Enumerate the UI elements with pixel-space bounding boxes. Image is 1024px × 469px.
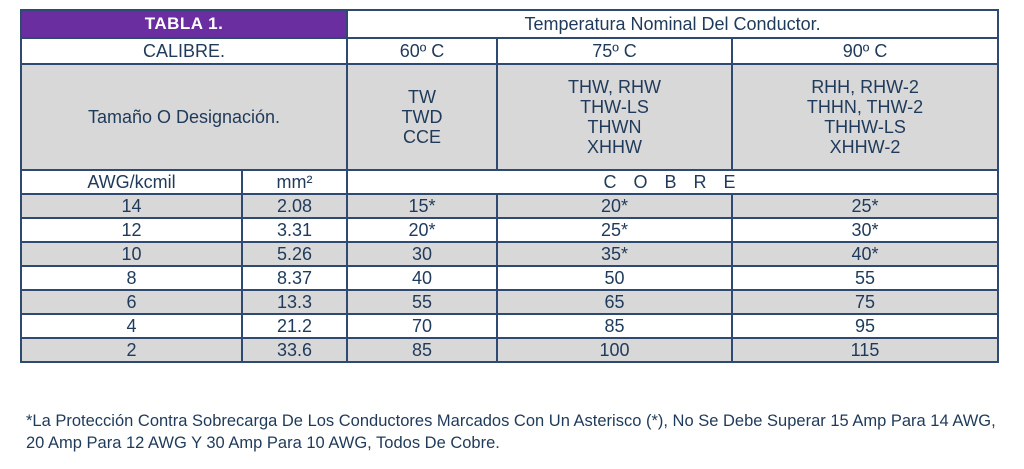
amp-75-cell: 25* [496, 217, 734, 243]
table-row: 12 3.31 20* 25* 30* [20, 217, 1000, 243]
temp-60-header: 60º C [346, 37, 499, 65]
type-name: TWD [401, 107, 443, 127]
awg-cell: 6 [20, 289, 243, 315]
ampacity-table: TABLA 1. Temperatura Nominal Del Conduct… [19, 9, 1000, 363]
types-75-cell: THW, RHW THW-LS THWN XHHW [496, 63, 734, 171]
amp-60-cell: 30 [346, 241, 499, 267]
amp-60-cell: 85 [346, 337, 499, 363]
mm2-cell: 3.31 [240, 217, 349, 243]
awg-cell: 14 [20, 193, 243, 219]
mm2-cell: 8.37 [240, 265, 349, 291]
type-name: TW [408, 87, 436, 107]
table-row: 2 33.6 85 100 115 [20, 337, 1000, 363]
amp-60-cell: 40 [346, 265, 499, 291]
type-name: RHH, RHW-2 [811, 77, 919, 97]
mm2-cell: 5.26 [240, 241, 349, 267]
table-row: 10 5.26 30 35* 40* [20, 241, 1000, 267]
type-name: XHHW-2 [829, 137, 901, 157]
amp-75-cell: 100 [496, 337, 734, 363]
type-name: XHHW [587, 137, 643, 157]
awg-cell: 10 [20, 241, 243, 267]
table-row: 14 2.08 15* 20* 25* [20, 193, 1000, 219]
table-number-label: TABLA 1. [19, 9, 349, 39]
awg-cell: 2 [20, 337, 243, 363]
amp-90-cell: 55 [731, 265, 1000, 291]
amp-60-cell: 20* [346, 217, 499, 243]
temp-75-header: 75º C [496, 37, 734, 65]
amp-90-cell: 115 [731, 337, 1000, 363]
type-name: CCE [403, 127, 442, 147]
mm2-cell: 13.3 [240, 289, 349, 315]
types-60-cell: TW TWD CCE [346, 63, 499, 171]
awg-cell: 12 [20, 217, 243, 243]
type-name: THWN [587, 117, 642, 137]
mm2-cell: 33.6 [240, 337, 349, 363]
type-name: THHW-LS [824, 117, 906, 137]
table-row: 8 8.37 40 50 55 [20, 265, 1000, 291]
amp-90-cell: 40* [731, 241, 1000, 267]
type-name: THW, RHW [568, 77, 661, 97]
amp-90-cell: 30* [731, 217, 1000, 243]
temp-90-header: 90º C [731, 37, 1000, 65]
amp-75-cell: 35* [496, 241, 734, 267]
amp-60-cell: 70 [346, 313, 499, 339]
mm2-column-header: mm² [240, 169, 349, 195]
material-label: C O B R E [346, 169, 1000, 195]
table-row: 4 21.2 70 85 95 [20, 313, 1000, 339]
amp-90-cell: 25* [731, 193, 1000, 219]
amp-60-cell: 15* [346, 193, 499, 219]
calibre-label: CALIBRE. [19, 37, 349, 65]
table-title: Temperatura Nominal Del Conductor. [346, 9, 1000, 39]
amp-90-cell: 75 [731, 289, 1000, 315]
designation-label: Tamaño O Designación. [19, 63, 349, 171]
awg-column-header: AWG/kcmil [20, 169, 243, 195]
types-90-cell: RHH, RHW-2 THHN, THW-2 THHW-LS XHHW-2 [731, 63, 1000, 171]
amp-90-cell: 95 [731, 313, 1000, 339]
mm2-cell: 21.2 [240, 313, 349, 339]
type-name: THW-LS [580, 97, 649, 117]
amp-75-cell: 50 [496, 265, 734, 291]
amp-75-cell: 85 [496, 313, 734, 339]
type-name: THHN, THW-2 [806, 97, 924, 117]
amp-60-cell: 55 [346, 289, 499, 315]
amp-75-cell: 20* [496, 193, 734, 219]
footnote: *La Protección Contra Sobrecarga De Los … [26, 412, 996, 452]
table-row: 6 13.3 55 65 75 [20, 289, 1000, 315]
awg-cell: 4 [20, 313, 243, 339]
amp-75-cell: 65 [496, 289, 734, 315]
awg-cell: 8 [20, 265, 243, 291]
mm2-cell: 2.08 [240, 193, 349, 219]
